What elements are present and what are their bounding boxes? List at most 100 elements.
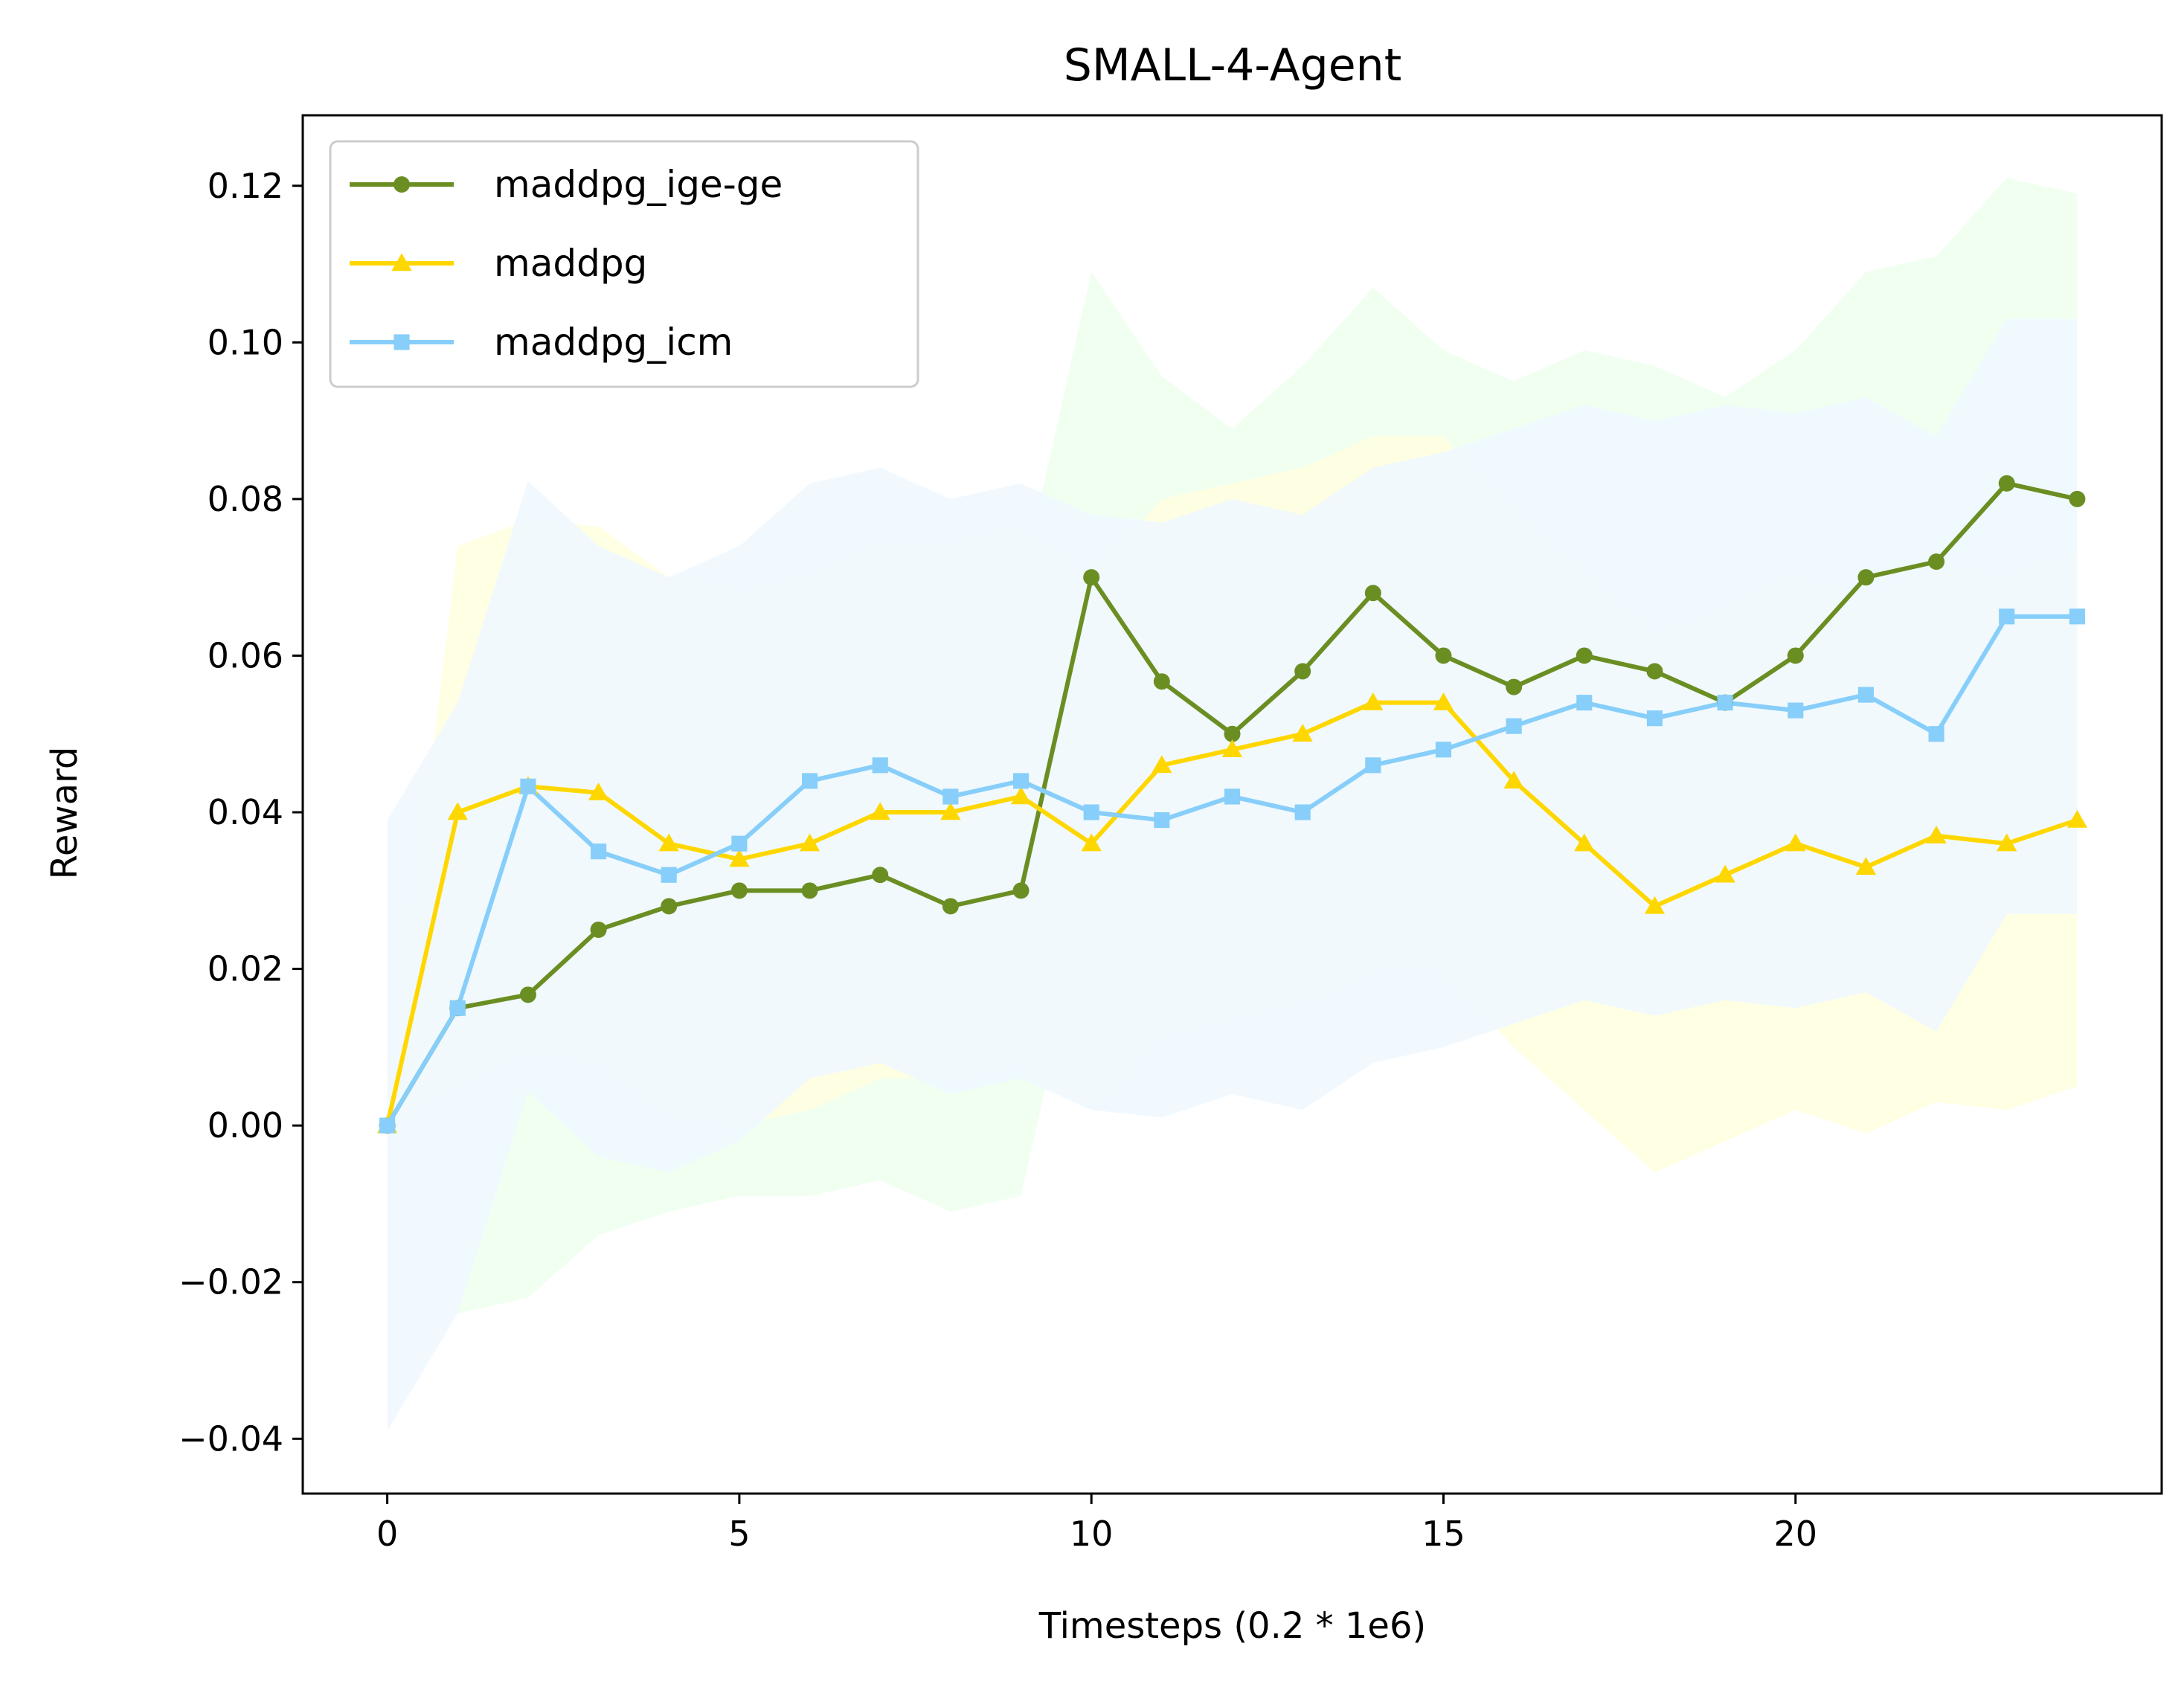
point-maddpg_icm: [661, 867, 677, 883]
point-maddpg: [1292, 724, 1313, 742]
point-maddpg_icm: [1012, 773, 1030, 789]
point-maddpg_ige-ge: [661, 898, 678, 915]
point-maddpg_icm: [1788, 702, 1804, 719]
point-maddpg_icm: [520, 778, 536, 794]
point-maddpg_ige-ge: [2069, 490, 2086, 507]
point-maddpg: [1855, 857, 1877, 875]
point-maddpg_ige-ge: [1083, 569, 1100, 586]
point-maddpg_icm: [801, 773, 818, 789]
point-maddpg_ige-ge: [1998, 475, 2015, 492]
y-tick-label: 0.02: [208, 949, 283, 989]
point-maddpg: [870, 802, 890, 820]
y-axis-title: Reward: [44, 747, 86, 880]
legend-marker-maddpg: [391, 253, 412, 271]
point-maddpg: [1010, 786, 1032, 805]
point-maddpg_icm: [1999, 608, 2015, 625]
point-maddpg_ige-ge: [590, 921, 607, 938]
x-axis-ticks: 0 5 10 15 20: [376, 1494, 1817, 1554]
point-maddpg_ige-ge: [730, 882, 748, 899]
y-tick-label: 0.08: [208, 479, 283, 519]
point-maddpg: [940, 802, 961, 820]
legend-label-maddpg_ige-ge: maddpg_ige-ge: [494, 163, 783, 206]
point-maddpg_ige-ge: [1928, 553, 1945, 571]
x-tick-label: 15: [1422, 1514, 1465, 1554]
point-maddpg_ige-ge: [1576, 647, 1593, 664]
point-maddpg_ige-ge: [1787, 647, 1804, 664]
point-maddpg: [1997, 833, 2017, 852]
x-tick-label: 10: [1070, 1514, 1114, 1554]
point-maddpg: [1503, 771, 1524, 789]
point-maddpg_icm: [1857, 687, 1874, 703]
point-maddpg: [447, 802, 468, 820]
x-tick-label: 20: [1773, 1514, 1817, 1554]
point-maddpg: [1574, 833, 1595, 852]
y-tick-label: 0.10: [208, 322, 283, 362]
plot-frame: [301, 114, 2163, 1495]
chart-title: SMALL-4-Agent: [1064, 39, 1401, 91]
y-tick-label: 0.12: [208, 166, 283, 206]
point-maddpg_icm: [872, 757, 888, 774]
point-maddpg: [1152, 755, 1172, 774]
point-maddpg_ige-ge: [1364, 585, 1381, 602]
point-maddpg_ige-ge: [1153, 673, 1170, 690]
point-maddpg_icm: [731, 835, 748, 852]
point-maddpg_ige-ge: [801, 882, 818, 899]
legend-box: [329, 140, 919, 388]
point-maddpg_icm: [1435, 742, 1452, 758]
point-maddpg_ige-ge: [1506, 678, 1523, 695]
y-tick-label: −0.02: [179, 1262, 283, 1302]
legend-marker-maddpg_icm: [394, 334, 410, 350]
legend-label-maddpg_icm: maddpg_icm: [494, 321, 733, 364]
point-maddpg_icm: [1083, 804, 1099, 820]
point-maddpg_icm: [1646, 710, 1663, 727]
y-axis-ticks: −0.04 −0.02 0.00 0.02 0.04 0.06 0.08 0.10 0.12: [179, 166, 303, 1459]
point-maddpg_icm: [449, 1000, 466, 1016]
y-tick-label: 0.00: [208, 1105, 283, 1145]
point-maddpg: [1363, 692, 1384, 710]
point-maddpg_ige-ge: [1435, 647, 1452, 664]
point-maddpg_ige-ge: [519, 986, 536, 1003]
point-maddpg: [1644, 896, 1666, 914]
point-maddpg_ige-ge: [1294, 663, 1311, 680]
point-maddpg: [1221, 739, 1243, 758]
point-maddpg: [2066, 809, 2088, 828]
point-maddpg_icm: [1294, 804, 1311, 820]
point-maddpg: [1081, 833, 1102, 852]
point-maddpg: [1715, 864, 1735, 883]
point-maddpg: [799, 833, 820, 852]
point-maddpg: [1785, 833, 1806, 852]
point-maddpg_ige-ge: [1224, 725, 1241, 742]
y-tick-label: −0.04: [179, 1418, 283, 1459]
point-maddpg_icm: [1224, 788, 1241, 805]
point-maddpg_icm: [942, 788, 959, 805]
point-maddpg_icm: [1717, 695, 1733, 711]
legend-marker-maddpg_ige-ge: [394, 176, 410, 193]
point-maddpg_icm: [2069, 608, 2085, 625]
point-maddpg_ige-ge: [1012, 882, 1030, 899]
point-maddpg_icm: [591, 843, 607, 860]
x-axis-title: Timesteps (0.2 * 1e6): [1038, 1605, 1426, 1647]
point-maddpg_icm: [1506, 718, 1522, 734]
legend-label-maddpg: maddpg: [494, 242, 647, 285]
point-maddpg_icm: [1576, 695, 1593, 711]
point-maddpg: [658, 833, 679, 852]
point-maddpg_ige-ge: [1646, 663, 1663, 680]
y-tick-label: 0.04: [208, 792, 283, 832]
point-maddpg: [1433, 692, 1454, 710]
x-tick-label: 5: [728, 1514, 750, 1554]
point-maddpg: [729, 849, 750, 867]
point-maddpg: [588, 782, 609, 800]
y-tick-label: 0.06: [208, 635, 283, 675]
point-maddpg: [1926, 825, 1947, 843]
point-maddpg_icm: [1365, 757, 1381, 774]
point-maddpg_icm: [379, 1117, 396, 1134]
point-maddpg_ige-ge: [942, 898, 959, 915]
point-maddpg_ige-ge: [1857, 569, 1875, 586]
point-maddpg_ige-ge: [872, 867, 889, 884]
band-maddpg_icm: [387, 318, 2078, 1431]
x-tick-label: 0: [376, 1514, 398, 1554]
point-maddpg_icm: [1154, 812, 1170, 829]
point-maddpg_icm: [1928, 726, 1944, 742]
